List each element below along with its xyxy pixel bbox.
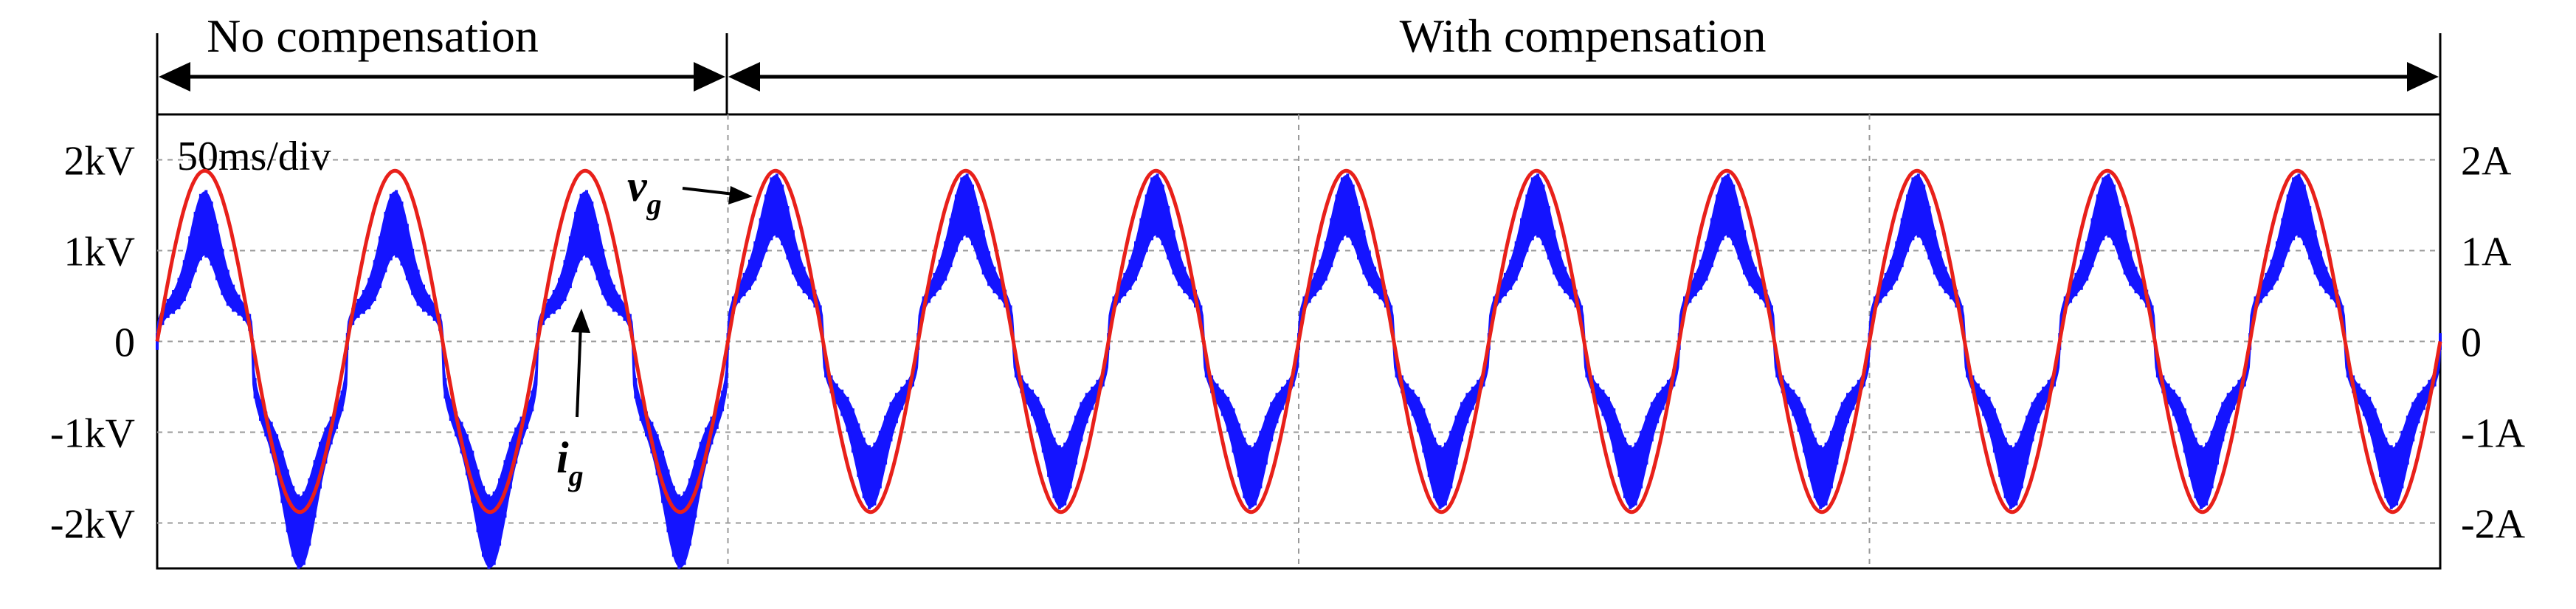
region-header: No compensation With compensation bbox=[156, 10, 2442, 114]
annotation-ig: ig bbox=[556, 309, 590, 492]
right-axis: 2A 1A 0 -1A -2A bbox=[2461, 139, 2526, 548]
svg-text:vg: vg bbox=[627, 162, 662, 221]
series-vg-line bbox=[155, 168, 2442, 515]
left-tick-label: 2kV bbox=[64, 139, 135, 185]
vg-label-sub: g bbox=[646, 187, 662, 221]
vg-label: v bbox=[627, 162, 648, 210]
annotation-vg: vg bbox=[627, 162, 753, 221]
region-label-no-compensation: No compensation bbox=[207, 10, 539, 62]
ig-label: i bbox=[556, 433, 569, 482]
ig-label-sub: g bbox=[568, 459, 584, 492]
left-tick-label: -2kV bbox=[50, 502, 135, 548]
right-tick-label: 2A bbox=[2461, 139, 2512, 185]
svg-text:ig: ig bbox=[556, 433, 584, 492]
region-arrow-no-compensation bbox=[159, 62, 725, 92]
region-arrow-with-compensation bbox=[728, 62, 2439, 92]
right-tick-label: 1A bbox=[2461, 230, 2512, 275]
left-tick-label: 0 bbox=[114, 320, 135, 366]
right-tick-label: -2A bbox=[2461, 502, 2526, 548]
left-axis: 2kV 1kV 0 -1kV -2kV bbox=[50, 139, 135, 548]
right-tick-label: -1A bbox=[2461, 411, 2526, 457]
left-tick-label: -1kV bbox=[50, 411, 135, 457]
right-tick-label: 0 bbox=[2461, 320, 2482, 366]
region-label-with-compensation: With compensation bbox=[1400, 10, 1767, 62]
series-layer bbox=[155, 168, 2442, 569]
left-tick-label: 1kV bbox=[64, 230, 135, 275]
